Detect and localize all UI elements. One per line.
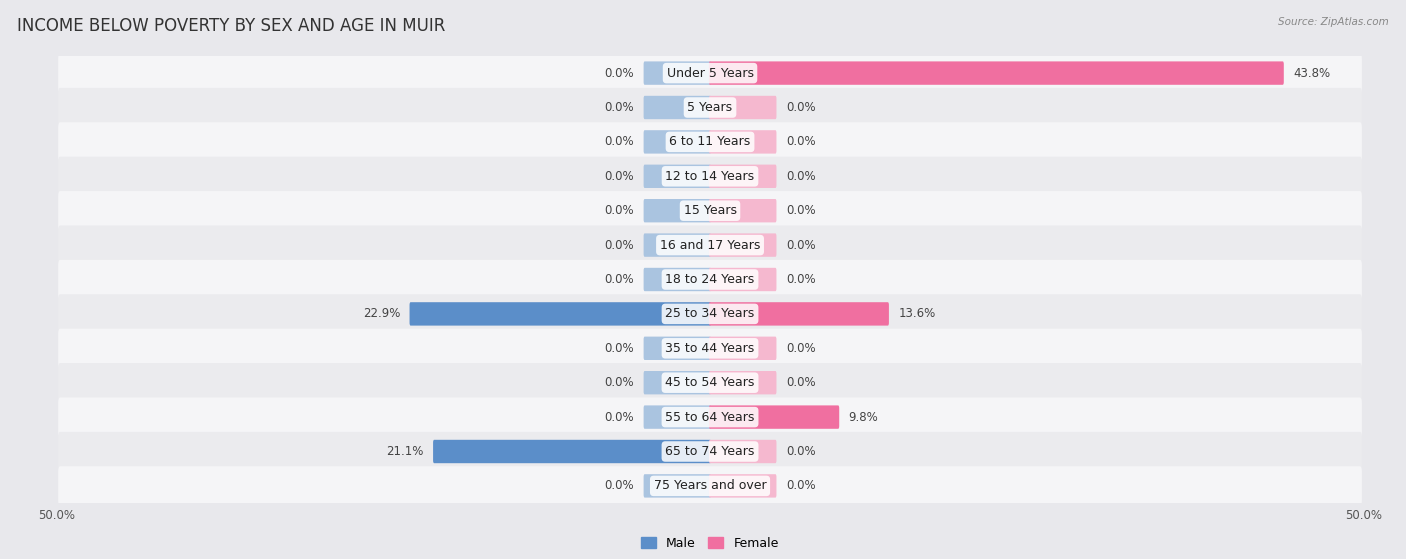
Text: Source: ZipAtlas.com: Source: ZipAtlas.com	[1278, 17, 1389, 27]
Text: 6 to 11 Years: 6 to 11 Years	[669, 135, 751, 148]
FancyBboxPatch shape	[709, 371, 776, 395]
FancyBboxPatch shape	[58, 122, 1362, 162]
Text: 21.1%: 21.1%	[387, 445, 423, 458]
FancyBboxPatch shape	[644, 371, 711, 395]
FancyBboxPatch shape	[709, 234, 776, 257]
FancyBboxPatch shape	[58, 225, 1362, 265]
Text: 0.0%: 0.0%	[786, 204, 815, 217]
Text: 0.0%: 0.0%	[786, 445, 815, 458]
FancyBboxPatch shape	[433, 440, 711, 463]
Text: 75 Years and over: 75 Years and over	[654, 480, 766, 492]
Text: Under 5 Years: Under 5 Years	[666, 67, 754, 79]
Text: 0.0%: 0.0%	[605, 342, 634, 355]
Text: 0.0%: 0.0%	[605, 101, 634, 114]
Text: 0.0%: 0.0%	[786, 101, 815, 114]
FancyBboxPatch shape	[58, 294, 1362, 334]
Text: 0.0%: 0.0%	[605, 135, 634, 148]
Text: 0.0%: 0.0%	[605, 273, 634, 286]
FancyBboxPatch shape	[644, 96, 711, 119]
FancyBboxPatch shape	[709, 199, 776, 222]
Text: 0.0%: 0.0%	[605, 170, 634, 183]
Text: 22.9%: 22.9%	[363, 307, 401, 320]
Text: 0.0%: 0.0%	[786, 135, 815, 148]
Text: 0.0%: 0.0%	[605, 239, 634, 252]
FancyBboxPatch shape	[409, 302, 711, 325]
Text: 9.8%: 9.8%	[849, 411, 879, 424]
Text: 15 Years: 15 Years	[683, 204, 737, 217]
FancyBboxPatch shape	[644, 405, 711, 429]
Text: 55 to 64 Years: 55 to 64 Years	[665, 411, 755, 424]
FancyBboxPatch shape	[709, 61, 1284, 85]
Text: 0.0%: 0.0%	[605, 376, 634, 389]
FancyBboxPatch shape	[644, 234, 711, 257]
FancyBboxPatch shape	[709, 337, 776, 360]
FancyBboxPatch shape	[709, 405, 839, 429]
Text: 0.0%: 0.0%	[786, 480, 815, 492]
Legend: Male, Female: Male, Female	[637, 532, 783, 555]
Text: 35 to 44 Years: 35 to 44 Years	[665, 342, 755, 355]
FancyBboxPatch shape	[644, 337, 711, 360]
Text: 43.8%: 43.8%	[1294, 67, 1330, 79]
Text: 0.0%: 0.0%	[605, 411, 634, 424]
Text: 0.0%: 0.0%	[786, 170, 815, 183]
Text: 5 Years: 5 Years	[688, 101, 733, 114]
Text: 16 and 17 Years: 16 and 17 Years	[659, 239, 761, 252]
Text: 13.6%: 13.6%	[898, 307, 935, 320]
Text: 18 to 24 Years: 18 to 24 Years	[665, 273, 755, 286]
FancyBboxPatch shape	[644, 199, 711, 222]
FancyBboxPatch shape	[644, 474, 711, 498]
FancyBboxPatch shape	[58, 329, 1362, 368]
FancyBboxPatch shape	[58, 157, 1362, 196]
Text: 45 to 54 Years: 45 to 54 Years	[665, 376, 755, 389]
Text: 0.0%: 0.0%	[786, 273, 815, 286]
Text: 0.0%: 0.0%	[605, 204, 634, 217]
FancyBboxPatch shape	[58, 191, 1362, 230]
Text: INCOME BELOW POVERTY BY SEX AND AGE IN MUIR: INCOME BELOW POVERTY BY SEX AND AGE IN M…	[17, 17, 446, 35]
Text: 0.0%: 0.0%	[786, 239, 815, 252]
FancyBboxPatch shape	[58, 88, 1362, 127]
Text: 0.0%: 0.0%	[786, 376, 815, 389]
FancyBboxPatch shape	[58, 54, 1362, 93]
Text: 25 to 34 Years: 25 to 34 Years	[665, 307, 755, 320]
FancyBboxPatch shape	[58, 397, 1362, 437]
FancyBboxPatch shape	[709, 268, 776, 291]
FancyBboxPatch shape	[644, 268, 711, 291]
FancyBboxPatch shape	[58, 260, 1362, 299]
Text: 0.0%: 0.0%	[605, 480, 634, 492]
FancyBboxPatch shape	[709, 96, 776, 119]
FancyBboxPatch shape	[709, 440, 776, 463]
FancyBboxPatch shape	[709, 474, 776, 498]
FancyBboxPatch shape	[644, 130, 711, 154]
Text: 65 to 74 Years: 65 to 74 Years	[665, 445, 755, 458]
FancyBboxPatch shape	[644, 61, 711, 85]
FancyBboxPatch shape	[58, 466, 1362, 505]
FancyBboxPatch shape	[644, 164, 711, 188]
FancyBboxPatch shape	[709, 164, 776, 188]
FancyBboxPatch shape	[709, 302, 889, 325]
Text: 0.0%: 0.0%	[786, 342, 815, 355]
FancyBboxPatch shape	[58, 363, 1362, 402]
FancyBboxPatch shape	[709, 130, 776, 154]
Text: 0.0%: 0.0%	[605, 67, 634, 79]
Text: 12 to 14 Years: 12 to 14 Years	[665, 170, 755, 183]
FancyBboxPatch shape	[58, 432, 1362, 471]
